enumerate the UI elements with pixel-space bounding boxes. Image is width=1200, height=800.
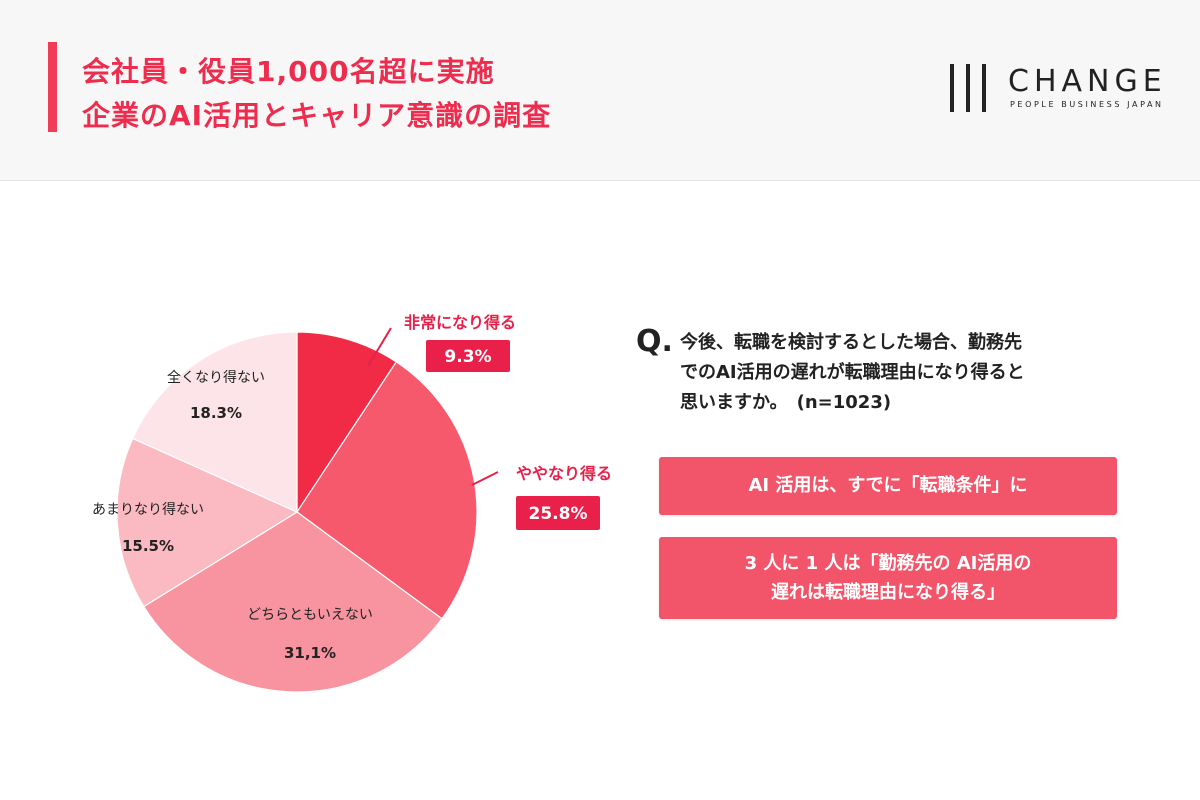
question-line: でのAI活用の遅れが転職理由になり得ると (680, 362, 1025, 383)
pie-slice (142, 511, 443, 693)
leader-line (367, 327, 392, 367)
title-line-2: 企業のAI活用とキャリア意識の調査 (82, 99, 552, 132)
logo-bars-icon (948, 64, 994, 112)
callout-ai-condition: AI 活用は、すでに「転職条件」に (659, 457, 1117, 515)
slice-label: 非常になり得る (404, 313, 516, 332)
callout-text: AI 活用は、すでに「転職条件」に (748, 475, 1028, 496)
pie-slice (131, 331, 298, 513)
slice-label: あまりなり得ない (92, 501, 204, 518)
title-line-1: 会社員・役員1,000名超に実施 (82, 55, 495, 88)
callout-text: 3 人に 1 人は「勤務先の AI活用の (744, 553, 1032, 574)
change-logo: CHANGE PEOPLE BUSINESS JAPAN (948, 62, 1162, 116)
slice-value: 31,1% (284, 644, 336, 662)
question-mark: Q. (636, 324, 673, 359)
logo-name: CHANGE (1008, 64, 1167, 99)
value-badge (516, 496, 600, 530)
slice-label: 全くなり得ない (167, 369, 265, 386)
question-line: 思いますか。 (n=1023) (680, 392, 892, 413)
callout-text: 遅れは転職理由になり得る」 (771, 582, 1005, 603)
slice-label: ややなり得る (516, 464, 612, 483)
pie-chart: 非常になり得る 9.3% ややなり得る 25.8% どちらともいえない 31,1% あまりな… (92, 313, 612, 693)
value-badge (426, 340, 510, 372)
callout-one-in-three: 3 人に 1 人は「勤務先の AI活用の 遅れは転職理由になり得る」 (659, 537, 1117, 619)
slice-value: 15.5% (122, 537, 174, 555)
question-line: 今後、転職を検討するとした場合、勤務先 (680, 332, 1022, 353)
pie-slice (296, 331, 398, 514)
slice-value: 9.3% (444, 347, 491, 367)
slice-value: 25.8% (529, 504, 588, 524)
logo-tagline: PEOPLE BUSINESS JAPAN (1010, 100, 1164, 109)
leader-line (471, 471, 499, 486)
question-text: 今後、転職を検討するとした場合、勤務先 でのAI活用の遅れが転職理由になり得ると… (680, 328, 1110, 418)
slice-value: 18.3% (190, 404, 242, 422)
slice-label: どちらともいえない (247, 607, 373, 623)
title-accent-bar (48, 42, 57, 132)
header: 会社員・役員1,000名超に実施 企業のAI活用とキャリア意識の調査 CHANG… (0, 0, 1200, 181)
pie-slice (116, 437, 299, 608)
pie-slice (296, 361, 478, 620)
